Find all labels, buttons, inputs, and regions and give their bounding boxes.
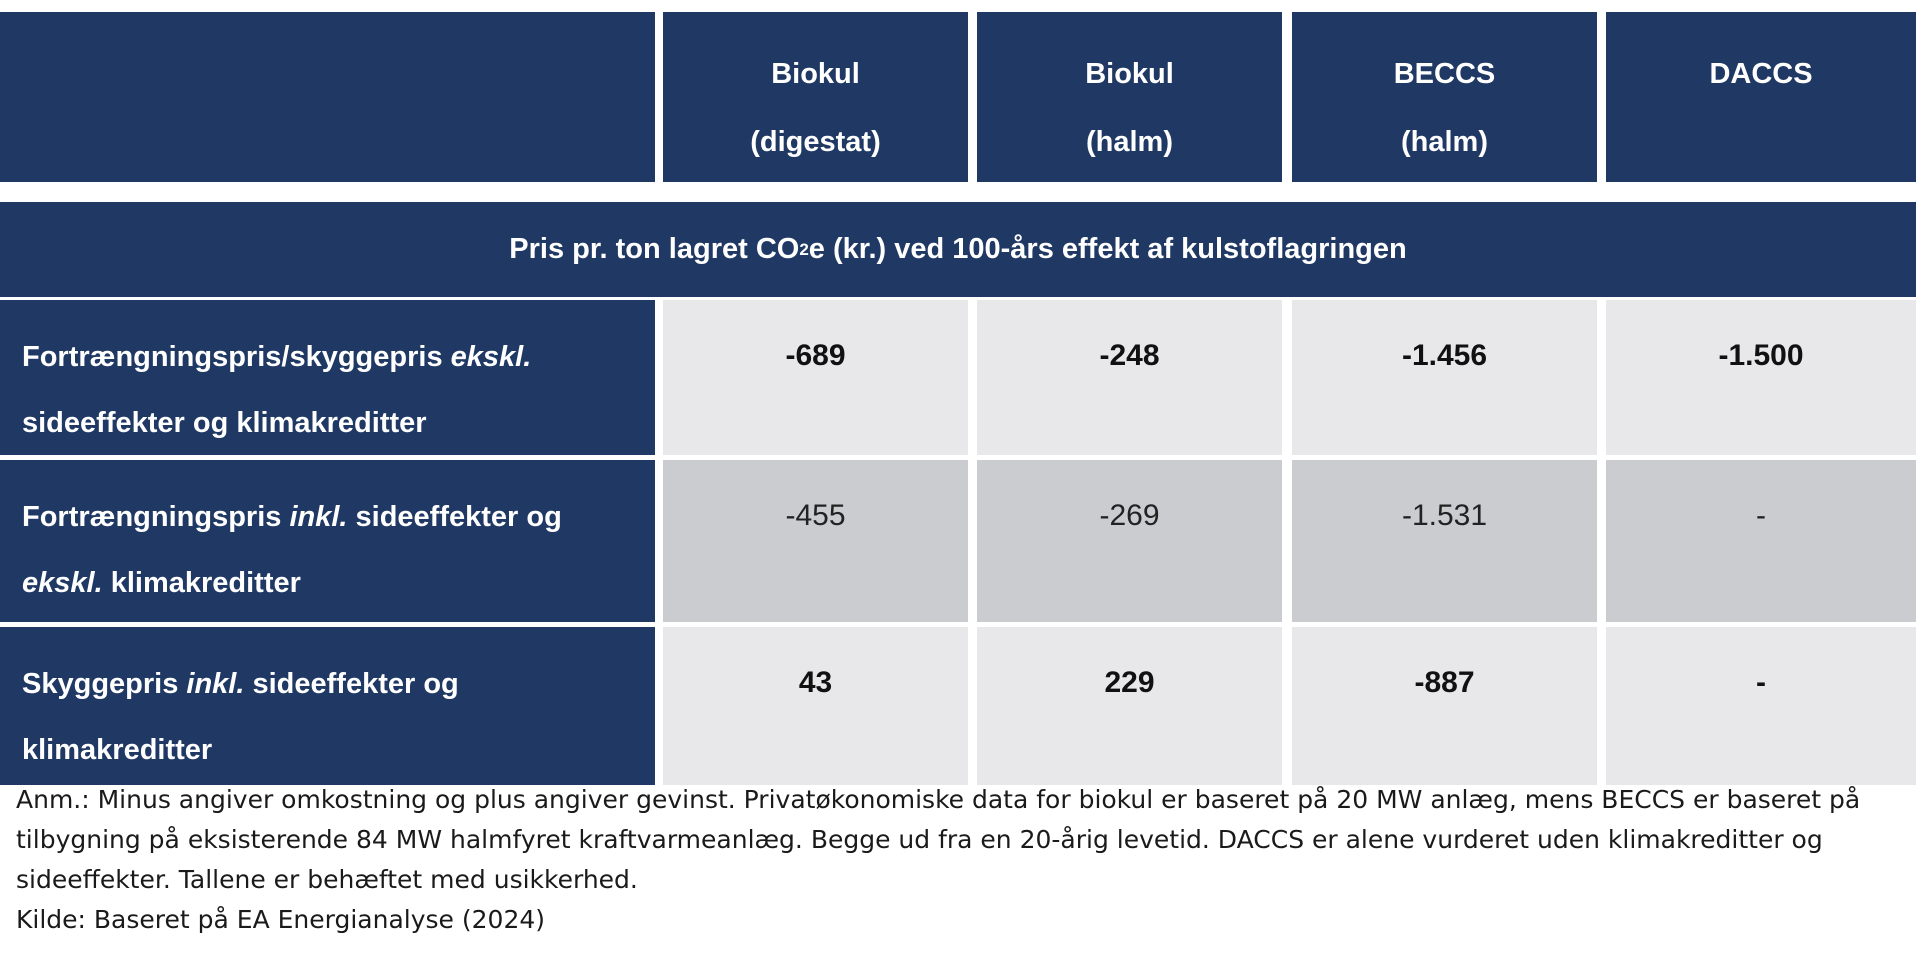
section-band-row: Pris pr. ton lagret CO 2 e (kr.) ved 100-… [0, 202, 1920, 297]
table-footnote: Anm.: Minus angiver omkostning og plus a… [16, 780, 1906, 940]
value-cell: -248 [977, 300, 1282, 455]
header-line-2: (halm) [1401, 126, 1488, 158]
row-label-text: Skyggepris [22, 668, 187, 700]
row-label-text: sideeffekter og [347, 501, 562, 533]
value-text: -1.456 [1401, 339, 1488, 372]
header-corner-cell [0, 12, 655, 182]
note-text: Anm.: Minus angiver omkostning og plus a… [16, 785, 1861, 894]
header-line-2: (halm) [1086, 126, 1173, 158]
row-label-italic: inkl. [289, 501, 348, 533]
header-text: Biokul (digestat) [663, 40, 968, 176]
row-label-text: klimakreditter [102, 567, 301, 599]
header-text: Biokul (halm) [977, 40, 1282, 176]
table-row: Skyggepris inkl. sideeffekter og klimakr… [0, 627, 1920, 785]
band-text-after: e (kr.) ved 100-års effekt af kulstoflag… [808, 233, 1407, 265]
value-cell: 229 [977, 627, 1282, 785]
value-cell: - [1606, 627, 1916, 785]
value-text: -269 [1099, 499, 1160, 532]
header-cell-biokul-halm: Biokul (halm) [977, 12, 1282, 182]
value-cell: -887 [1292, 627, 1597, 785]
row-label: Fortrængningspris/skyggepris ekskl. side… [22, 324, 635, 456]
table-row: Fortrængningspris/skyggepris ekskl. side… [0, 300, 1920, 455]
row-label-cell: Skyggepris inkl. sideeffekter og klimakr… [0, 627, 655, 785]
header-line-1: BECCS [1393, 58, 1496, 90]
header-line-1: Biokul [771, 58, 860, 90]
section-band: Pris pr. ton lagret CO 2 e (kr.) ved 100-… [0, 202, 1916, 297]
value-text: -1.531 [1401, 499, 1488, 532]
value-text: -689 [785, 339, 846, 372]
row-label-cell: Fortrængningspris inkl. sideeffekter og … [0, 460, 655, 622]
row-label-text: Fortrængningspris/skyggepris [22, 341, 451, 373]
value-cell: 43 [663, 627, 968, 785]
value-text: 229 [1104, 666, 1155, 699]
header-line-2: (digestat) [750, 126, 881, 158]
header-cell-beccs-halm: BECCS (halm) [1292, 12, 1597, 182]
header-line-1: Biokul [1085, 58, 1174, 90]
row-label: Skyggepris inkl. sideeffekter og klimakr… [22, 651, 635, 783]
row-label-cell: Fortrængningspris/skyggepris ekskl. side… [0, 300, 655, 455]
value-text: - [1756, 666, 1766, 699]
value-text: -1.500 [1718, 339, 1804, 372]
table-header-row: Biokul (digestat) Biokul (halm) BECCS (h… [0, 12, 1920, 182]
header-cell-biokul-digestat: Biokul (digestat) [663, 12, 968, 182]
value-text: -248 [1099, 339, 1160, 372]
value-text: 43 [798, 666, 833, 699]
row-label-text: sideeffekter og klimakreditter [22, 668, 459, 766]
header-text: DACCS [1606, 40, 1916, 108]
row-label-text: Fortrængningspris [22, 501, 290, 533]
band-text-before: Pris pr. ton lagret CO [509, 233, 800, 265]
value-cell: -1.500 [1606, 300, 1916, 455]
row-label-text: sideeffekter og klimakreditter [22, 407, 427, 439]
row-label-italic: ekskl. [22, 567, 103, 599]
value-cell: -1.531 [1292, 460, 1597, 622]
value-cell: -269 [977, 460, 1282, 622]
header-text: BECCS (halm) [1292, 40, 1597, 176]
row-label: Fortrængningspris inkl. sideeffekter og … [22, 484, 635, 616]
row-label-italic: ekskl. [450, 341, 532, 373]
value-text: -455 [785, 499, 846, 532]
value-text: -887 [1414, 666, 1475, 699]
value-cell: -689 [663, 300, 968, 455]
band-subscript: 2 [799, 239, 809, 259]
value-cell: -1.456 [1292, 300, 1597, 455]
value-cell: -455 [663, 460, 968, 622]
header-line-1: DACCS [1709, 58, 1813, 90]
header-cell-daccs: DACCS [1606, 12, 1916, 182]
table-row: Fortrængningspris inkl. sideeffekter og … [0, 460, 1920, 622]
value-cell: - [1606, 460, 1916, 622]
source-text: Kilde: Baseret på EA Energianalyse (2024… [16, 905, 546, 934]
value-text: - [1756, 499, 1766, 532]
row-label-italic: inkl. [186, 668, 245, 700]
section-band-title: Pris pr. ton lagret CO 2 e (kr.) ved 100-… [0, 202, 1916, 297]
